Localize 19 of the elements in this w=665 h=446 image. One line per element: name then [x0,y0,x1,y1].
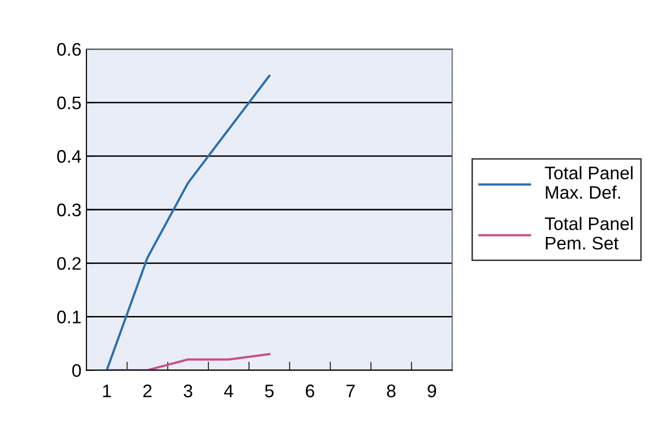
y-tick-label: 0.3 [57,204,81,216]
y-tick-label: 0.1 [57,310,81,324]
x-tick-label: 4 [224,384,234,398]
x-tick-label: 3 [184,384,192,398]
y-tick-label: 0.2 [57,257,81,270]
line-series [106,74,270,370]
y-tick-label: 0.5 [57,96,81,110]
x-tick-label: 2 [143,384,152,398]
x-tick-label: 9 [428,384,436,398]
legend-label: Total Panel Pem. Set [544,216,633,250]
y-tick-label: 0.4 [57,150,82,163]
legend-label: Total Panel Max. Def. [544,166,633,199]
x-tick-label: 8 [387,384,396,398]
x-tick-label: 6 [306,384,314,398]
y-tick-label: 0 [72,364,81,377]
x-tick-label: 5 [265,384,274,398]
x-tick-label: 1 [103,384,111,398]
x-tick-label: 7 [346,384,355,398]
y-tick-label: 0.6 [57,42,81,56]
